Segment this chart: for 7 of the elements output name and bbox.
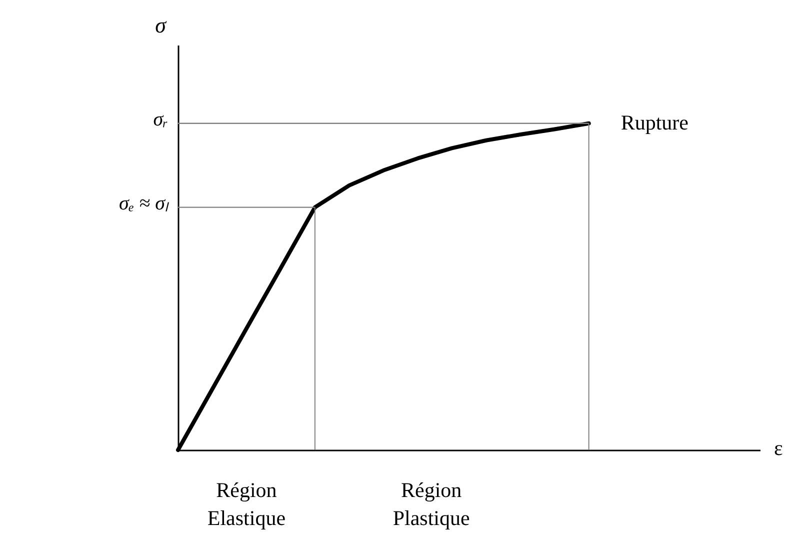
ref-line-label: σᵣ — [153, 108, 168, 130]
y-axis-title: σ — [155, 12, 168, 38]
ref-line-label: σₑ ≈ σₗ — [119, 192, 170, 214]
text: Région Plastique — [392, 478, 470, 530]
text: Rupture — [620, 110, 688, 134]
text: Région Elastique — [207, 478, 286, 530]
text: ε — [774, 436, 783, 460]
